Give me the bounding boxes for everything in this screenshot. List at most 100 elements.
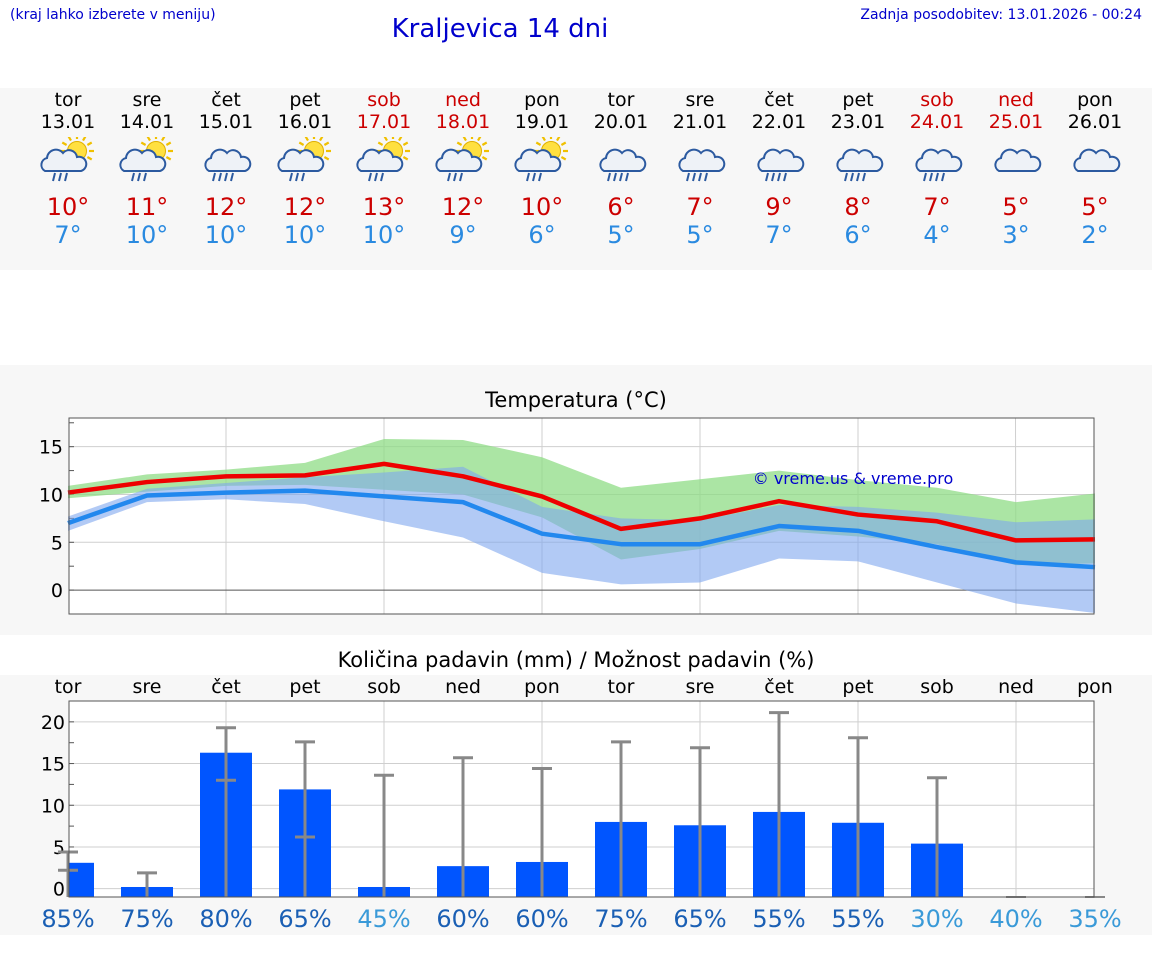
forecast-day: pet 16.01 12° 10°	[260, 89, 350, 249]
sun-ray	[481, 156, 488, 161]
sun-cloud-rain-icon	[435, 137, 489, 182]
rain-drop	[844, 172, 848, 182]
cloud-rain-icon	[915, 148, 963, 182]
sun-ray	[462, 137, 467, 142]
page-title: Kraljevica 14 dni	[391, 14, 609, 44]
precip-probability: 85%	[41, 905, 94, 933]
precip-probability: 65%	[673, 905, 726, 933]
precip-probability: 45%	[357, 905, 410, 933]
temp-max: 10°	[520, 193, 564, 221]
precip-probability: 35%	[1068, 905, 1121, 933]
day-name: pon	[524, 89, 560, 111]
rain-drop	[538, 172, 542, 182]
rain-drop	[613, 172, 617, 182]
sun-cloud-rain-icon	[514, 137, 568, 182]
min-temperature-line	[67, 488, 1096, 570]
temp-max: 11°	[125, 193, 169, 221]
plot-frame	[68, 700, 1095, 898]
day-date: 13.01	[40, 111, 96, 133]
day-date: 25.01	[988, 111, 1044, 133]
y-tick-label: 5	[51, 532, 63, 554]
rain-drop	[295, 172, 299, 182]
temperature-chart-title: Temperatura (°C)	[485, 388, 667, 412]
sun-ray	[398, 137, 403, 142]
sun-cloud-rain-icon	[356, 137, 410, 182]
rain-drop	[459, 172, 463, 182]
rain-drop	[453, 172, 457, 182]
forecast-day: sob 24.01 7° 4°	[892, 89, 982, 249]
rain-drop	[380, 172, 384, 182]
rain-drop	[368, 172, 372, 182]
temp-max: 12°	[283, 193, 327, 221]
cloud-shape	[356, 148, 404, 172]
rain-drop	[783, 172, 787, 182]
max-temperature-line	[67, 461, 1096, 543]
sun-ray	[402, 141, 409, 146]
temp-min: 10°	[125, 221, 169, 249]
temp-max: 9°	[765, 193, 793, 221]
x-category-label: čet	[211, 676, 241, 698]
sun-ray	[377, 141, 384, 146]
temp-max: 12°	[204, 193, 248, 221]
day-date: 24.01	[909, 111, 965, 133]
cloud-shape	[1073, 148, 1121, 172]
rain-drop	[923, 172, 927, 182]
sun-ray	[535, 141, 542, 146]
cloud-shape	[514, 148, 562, 172]
temp-max: 7°	[923, 193, 951, 221]
rain-drop	[704, 172, 708, 182]
last-update: Zadnja posodobitev: 13.01.2026 - 00:24	[860, 7, 1142, 23]
rain-drop	[619, 172, 623, 182]
rain-drop	[447, 172, 451, 182]
rain-drop	[777, 172, 781, 182]
cloud-rain-icon	[757, 148, 805, 182]
cloud-shape	[836, 148, 884, 172]
x-category-label: sre	[133, 676, 162, 698]
day-date: 26.01	[1067, 111, 1123, 133]
forecast-day: sob 17.01 13° 10°	[339, 89, 429, 249]
temp-min: 7°	[765, 221, 793, 249]
precip-probability: 55%	[831, 905, 884, 933]
temp-min: 7°	[54, 221, 82, 249]
forecast-day: sre 14.01 11° 10°	[102, 89, 192, 249]
day-name: tor	[607, 89, 635, 111]
day-date: 17.01	[356, 111, 412, 133]
cloud-rain-icon	[599, 148, 647, 182]
location-hint[interactable]: (kraj lahko izberete v meniju)	[10, 7, 216, 23]
temperature-chart: 0 5 10 15 © vreme.us & vreme.pro	[39, 417, 1096, 615]
sun-ray	[165, 156, 172, 161]
sun-ray	[298, 141, 305, 146]
temp-min: 10°	[204, 221, 248, 249]
cloud-rain-icon	[204, 148, 252, 182]
forecast-day: pon 26.01 5° 2°	[1050, 89, 1140, 249]
x-category-label: tor	[55, 676, 82, 698]
sun-ray	[86, 141, 93, 146]
rain-drop	[929, 172, 933, 182]
sun-cloud-rain-icon	[277, 137, 331, 182]
sun-ray	[560, 141, 567, 146]
cloud-rain-icon	[836, 148, 884, 182]
rain-drop	[218, 172, 222, 182]
sun-ray	[140, 141, 147, 146]
rain-drop	[941, 172, 945, 182]
day-date: 20.01	[593, 111, 649, 133]
forecast-day: čet 15.01 12° 10°	[181, 89, 271, 249]
temp-min: 4°	[923, 221, 951, 249]
precip-bar	[69, 862, 94, 897]
day-name: ned	[998, 89, 1034, 111]
temp-max: 5°	[1081, 193, 1109, 221]
forecast-day: čet 22.01 9° 7°	[734, 89, 824, 249]
cloud-shape	[277, 148, 325, 172]
precip-probability: 75%	[594, 905, 647, 933]
forecast-day: sre 21.01 7° 5°	[655, 89, 745, 249]
temp-max: 12°	[441, 193, 485, 221]
y-tick-label: 10	[39, 484, 63, 506]
rain-drop	[526, 172, 530, 182]
temp-max: 13°	[362, 193, 406, 221]
sun-ray	[165, 141, 172, 146]
sun-ray	[402, 156, 409, 161]
day-name: sob	[920, 89, 954, 111]
day-name: čet	[764, 89, 794, 111]
rain-drop	[143, 172, 147, 182]
forecast-day: ned 18.01 12° 9°	[418, 89, 508, 249]
